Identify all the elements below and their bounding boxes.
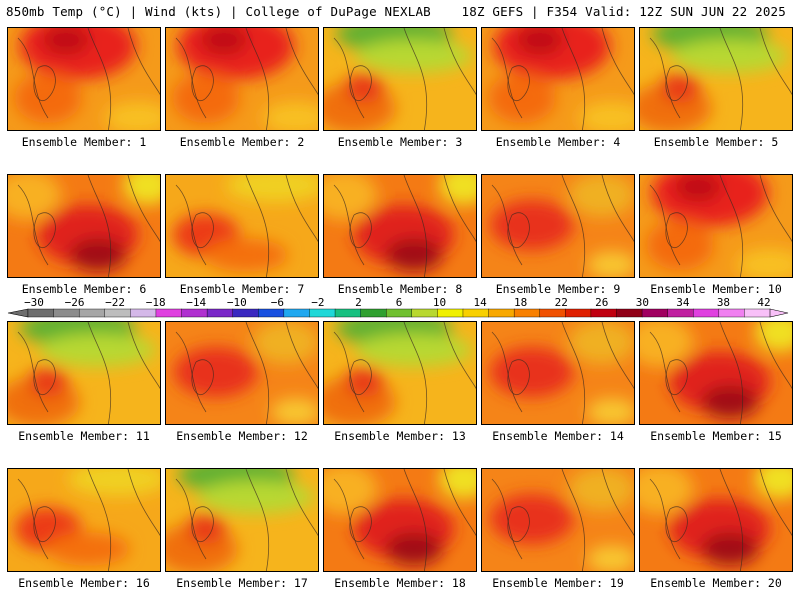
colorbar-segment bbox=[334, 308, 362, 318]
colorbar-right-arrow bbox=[769, 308, 789, 318]
ensemble-map-panel bbox=[639, 174, 793, 278]
ensemble-map-panel bbox=[639, 468, 793, 572]
ensemble-map-panel bbox=[165, 468, 319, 572]
ensemble-member-label: Ensemble Member: 1 bbox=[21, 135, 147, 149]
ensemble-map-panel bbox=[639, 27, 793, 131]
ensemble-map-panel bbox=[7, 27, 161, 131]
ensemble-map-panel bbox=[7, 468, 161, 572]
ensemble-map-panel bbox=[481, 27, 635, 131]
ensemble-member-label: Ensemble Member: 3 bbox=[337, 135, 463, 149]
colorbar-left-arrow bbox=[7, 308, 29, 318]
colorbar-segment bbox=[462, 308, 490, 318]
colorbar-segment bbox=[232, 308, 259, 318]
ensemble-member-label: Ensemble Member: 11 bbox=[18, 429, 150, 443]
ensemble-map-panel bbox=[481, 468, 635, 572]
colorbar-segment bbox=[104, 308, 131, 318]
colorbar-segment bbox=[27, 308, 55, 318]
colorbar-tick-label: −18 bbox=[145, 296, 166, 309]
colorbar-tick-label: −22 bbox=[105, 296, 126, 309]
ensemble-member-label: Ensemble Member: 10 bbox=[650, 282, 782, 296]
colorbar-tick-label: 38 bbox=[716, 296, 731, 309]
colorbar-segment bbox=[641, 308, 669, 318]
ensemble-member-label: Ensemble Member: 19 bbox=[492, 576, 624, 590]
colorbar-tick-label: −14 bbox=[186, 296, 207, 309]
ensemble-member-label: Ensemble Member: 8 bbox=[337, 282, 463, 296]
ensemble-map-panel bbox=[7, 321, 161, 425]
colorbar-segment bbox=[667, 308, 694, 318]
colorbar-segment bbox=[411, 308, 438, 318]
ensemble-map-panel bbox=[323, 468, 477, 572]
colorbar-tick-label: 6 bbox=[395, 296, 403, 309]
ensemble-member-label: Ensemble Member: 14 bbox=[492, 429, 624, 443]
ensemble-member-label: Ensemble Member: 15 bbox=[650, 429, 782, 443]
ensemble-map-panel bbox=[323, 174, 477, 278]
colorbar-tick-label: −6 bbox=[270, 296, 284, 309]
colorbar-segment bbox=[565, 308, 592, 318]
colorbar-segment bbox=[258, 308, 285, 318]
colorbar-tick-label: −10 bbox=[226, 296, 247, 309]
ensemble-member-label: Ensemble Member: 17 bbox=[176, 576, 308, 590]
colorbar-segment bbox=[513, 308, 541, 318]
colorbar-segment bbox=[590, 308, 617, 318]
colorbar-segment bbox=[744, 308, 771, 318]
colorbar-tick-label: −30 bbox=[24, 296, 44, 309]
colorbar-tick-label: 30 bbox=[635, 296, 649, 309]
colorbar-segment bbox=[360, 308, 387, 318]
colorbar-tick-label: 42 bbox=[757, 296, 771, 309]
ensemble-map-panel bbox=[323, 27, 477, 131]
ensemble-member-label: Ensemble Member: 13 bbox=[334, 429, 466, 443]
ensemble-member-label: Ensemble Member: 12 bbox=[176, 429, 308, 443]
valid-time: 18Z GEFS | F354 Valid: 12Z SUN JUN 22 20… bbox=[461, 4, 786, 19]
ensemble-map-panel bbox=[165, 27, 319, 131]
colorbar-segment bbox=[488, 308, 515, 318]
ensemble-map-panel bbox=[481, 321, 635, 425]
colorbar-segment bbox=[386, 308, 413, 318]
colorbar-tick-label: 22 bbox=[554, 296, 568, 309]
colorbar-segment bbox=[155, 308, 183, 318]
colorbar-segment bbox=[693, 308, 720, 318]
colorbar-tick-label: −2 bbox=[311, 296, 325, 309]
ensemble-member-label: Ensemble Member: 6 bbox=[21, 282, 147, 296]
ensemble-map-panel bbox=[481, 174, 635, 278]
ensemble-member-label: Ensemble Member: 18 bbox=[334, 576, 466, 590]
colorbar-tick-label: 34 bbox=[676, 296, 690, 309]
temperature-colorbar bbox=[7, 308, 789, 318]
colorbar-segment bbox=[283, 308, 310, 318]
ensemble-member-label: Ensemble Member: 7 bbox=[179, 282, 305, 296]
colorbar-segment bbox=[437, 308, 464, 318]
ensemble-member-label: Ensemble Member: 2 bbox=[179, 135, 305, 149]
ensemble-member-label: Ensemble Member: 20 bbox=[650, 576, 782, 590]
colorbar-tick-label: 2 bbox=[355, 296, 362, 309]
colorbar-segment bbox=[309, 308, 336, 318]
colorbar-segment bbox=[130, 308, 157, 318]
ensemble-map-panel bbox=[639, 321, 793, 425]
colorbar-segment bbox=[78, 308, 106, 318]
ensemble-map-panel bbox=[165, 174, 319, 278]
colorbar-segment bbox=[718, 308, 745, 318]
map-title: 850mb Temp (°C) | Wind (kts) | College o… bbox=[6, 4, 431, 19]
colorbar-tick-label: 18 bbox=[514, 296, 528, 309]
colorbar-segment bbox=[616, 308, 643, 318]
colorbar-tick-label: 14 bbox=[473, 296, 487, 309]
ensemble-member-label: Ensemble Member: 16 bbox=[18, 576, 150, 590]
colorbar-tick-label: −26 bbox=[64, 296, 85, 309]
colorbar-segment bbox=[206, 308, 234, 318]
colorbar-segment bbox=[539, 308, 566, 318]
ensemble-member-label: Ensemble Member: 4 bbox=[495, 135, 621, 149]
ensemble-member-label: Ensemble Member: 5 bbox=[653, 135, 779, 149]
colorbar-segment bbox=[181, 308, 208, 318]
colorbar-segment bbox=[53, 308, 80, 318]
ensemble-map-panel bbox=[165, 321, 319, 425]
ensemble-map-panel bbox=[323, 321, 477, 425]
colorbar-tick-label: 26 bbox=[595, 296, 609, 309]
colorbar-tick-label: 10 bbox=[432, 296, 447, 309]
ensemble-member-label: Ensemble Member: 9 bbox=[495, 282, 621, 296]
ensemble-map-panel bbox=[7, 174, 161, 278]
